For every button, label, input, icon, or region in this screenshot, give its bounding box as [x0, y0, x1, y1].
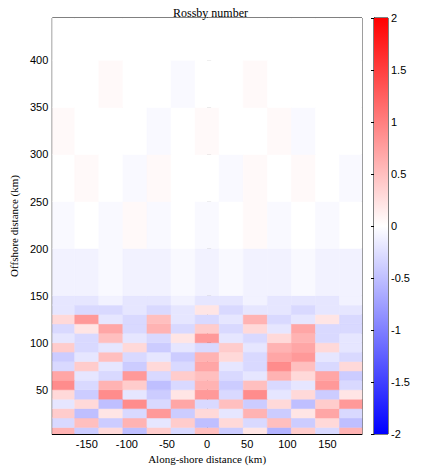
svg-text:400: 400: [30, 54, 48, 66]
svg-text:1: 1: [391, 116, 397, 128]
svg-text:-100: -100: [116, 438, 138, 450]
svg-text:-150: -150: [76, 438, 98, 450]
svg-text:250: 250: [30, 196, 48, 208]
svg-text:Offshore distance (km): Offshore distance (km): [8, 175, 21, 277]
svg-text:Along-shore distance (km): Along-shore distance (km): [148, 453, 266, 466]
svg-text:0.5: 0.5: [391, 168, 406, 180]
svg-text:100: 100: [278, 438, 296, 450]
svg-text:-50: -50: [159, 438, 175, 450]
svg-text:-1.5: -1.5: [391, 376, 410, 388]
svg-text:-2: -2: [391, 428, 401, 440]
svg-text:-1: -1: [391, 324, 401, 336]
svg-text:-0.5: -0.5: [391, 272, 410, 284]
svg-text:50: 50: [241, 438, 253, 450]
svg-text:1.5: 1.5: [391, 64, 406, 76]
svg-text:Rossby number: Rossby number: [173, 6, 248, 20]
svg-text:150: 150: [318, 438, 336, 450]
svg-text:50: 50: [36, 384, 48, 396]
svg-text:0: 0: [391, 220, 397, 232]
svg-text:200: 200: [30, 243, 48, 255]
svg-text:2: 2: [391, 12, 397, 24]
svg-text:0: 0: [204, 438, 210, 450]
svg-text:350: 350: [30, 101, 48, 113]
svg-text:300: 300: [30, 148, 48, 160]
svg-text:150: 150: [30, 290, 48, 302]
svg-text:100: 100: [30, 337, 48, 349]
